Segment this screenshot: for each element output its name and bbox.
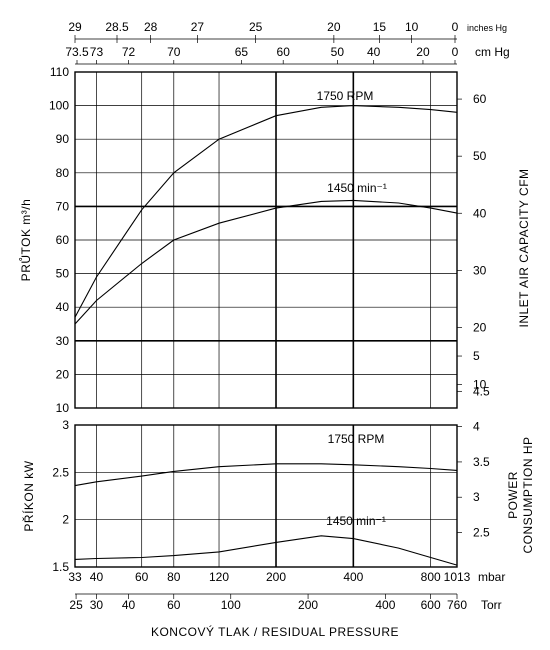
grid-lines [74, 35, 462, 599]
torr-tick-label: 200 [298, 598, 318, 612]
inches-hg-tick-label: 0 [452, 20, 459, 34]
flow-y-tick-label: 80 [56, 166, 70, 180]
power-curve-1450 [74, 535, 458, 566]
mbar-tick-label: 80 [167, 570, 181, 584]
cm-hg-tick-label: 72 [122, 45, 136, 59]
cm-hg-tick-label: 60 [277, 45, 291, 59]
hp-tick-label: 4 [473, 420, 480, 434]
cfm-tick-label: 60 [473, 92, 487, 106]
hp-y-axis-title-line1: POWER [506, 471, 520, 519]
hp-tick-label: 3.5 [473, 455, 490, 469]
cm-hg-tick-label: 20 [416, 45, 430, 59]
torr-tick-label: 60 [167, 598, 181, 612]
power-y-tick-label: 1.5 [52, 560, 69, 574]
inches-hg-tick-label: 28.5 [105, 20, 129, 34]
power-curve-label-1450: 1450 min⁻¹ [326, 514, 386, 528]
mbar-tick-label: 800 [421, 570, 441, 584]
power-plot-frame [74, 424, 458, 568]
flow-curve-1750 [74, 105, 458, 318]
torr-tick-label: 30 [90, 598, 104, 612]
axis-labels: 1020304050607080901001101020304050601.52… [49, 20, 510, 612]
cfm-tick-label: 20 [473, 320, 487, 334]
inches-hg-tick-label: 29 [68, 20, 82, 34]
flow-y-tick-label: 100 [49, 99, 69, 113]
cfm-tick-label: 10 [473, 378, 487, 392]
torr-tick-label: 600 [421, 598, 441, 612]
flow-y-tick-label: 30 [56, 334, 70, 348]
flow-y-tick-label: 90 [56, 132, 70, 146]
flow-plot-frame [74, 71, 458, 409]
torr-tick-label: 40 [122, 598, 136, 612]
flow-curve-1450 [74, 199, 458, 325]
cfm-tick-label: 50 [473, 149, 487, 163]
power-curve-label-1750: 1750 RPM [328, 432, 385, 446]
cm-hg-tick-label: 65 [235, 45, 249, 59]
cm-hg-tick-label: 70 [167, 45, 181, 59]
inches-hg-tick-label: 10 [405, 20, 419, 34]
cm-hg-tick-label: 50 [331, 45, 345, 59]
cfm-tick-label: 40 [473, 206, 487, 220]
mbar-tick-label: 60 [135, 570, 149, 584]
torr-unit: Torr [481, 598, 502, 612]
flow-y-tick-label: 20 [56, 367, 70, 381]
cfm-tick-label: 30 [473, 263, 487, 277]
hp-y-axis-title-line2: CONSUMPTION HP [521, 436, 535, 553]
flow-y-tick-label: 110 [50, 65, 69, 79]
hp-tick-label: 3 [473, 490, 480, 504]
cm-hg-tick-label: 73 [90, 45, 104, 59]
power-curve-1750 [74, 463, 458, 487]
inches-hg-tick-label: 15 [373, 20, 387, 34]
cfm-y-axis-title: INLET AIR CAPACITY CFM [517, 168, 531, 327]
inches-hg-tick-label: 27 [191, 20, 205, 34]
flow-y-tick-label: 50 [56, 267, 70, 281]
flow-y-tick-label: 40 [56, 300, 70, 314]
cm-hg-tick-label: 40 [367, 45, 381, 59]
torr-tick-label: 100 [221, 598, 241, 612]
mbar-tick-label: 200 [266, 570, 286, 584]
hp-tick-label: 4.5 [473, 384, 490, 398]
x-axis-title: KONCOVÝ TLAK / RESIDUAL PRESSURE [151, 624, 399, 639]
torr-tick-label: 25 [69, 598, 83, 612]
cm-hg-tick-label: 0 [452, 45, 459, 59]
mbar-tick-label: 120 [209, 570, 229, 584]
mbar-tick-label: 400 [343, 570, 363, 584]
torr-tick-label: 760 [447, 598, 467, 612]
cm-hg-unit: cm Hg [475, 45, 510, 59]
mbar-tick-label: 40 [90, 570, 104, 584]
power-y-tick-label: 2 [62, 513, 69, 527]
inches-hg-tick-label: 25 [249, 20, 263, 34]
power-y-tick-label: 3 [62, 418, 69, 432]
flow-y-tick-label: 70 [56, 199, 70, 213]
plot-frames [74, 71, 458, 568]
cm-hg-tick-label: 73.5 [65, 45, 89, 59]
mbar-unit: mbar [478, 570, 505, 584]
mbar-tick-label: 33 [68, 570, 82, 584]
hp-tick-label: 5 [473, 349, 480, 363]
inches-hg-unit: inches Hg [467, 23, 507, 33]
flow-y-tick-label: 10 [56, 401, 70, 415]
inches-hg-tick-label: 20 [327, 20, 341, 34]
flow-y-axis-title: PRŮTOK m³/h [18, 199, 33, 282]
flow-curve-label-1750: 1750 RPM [317, 89, 374, 103]
flow-y-tick-label: 60 [56, 233, 70, 247]
hp-tick-label: 2.5 [473, 526, 490, 540]
performance-curves [74, 105, 458, 566]
power-y-axis-title: PŘÍKON kW [21, 460, 36, 531]
power-y-tick-label: 2.5 [52, 465, 69, 479]
torr-tick-label: 400 [375, 598, 395, 612]
flow-curve-label-1450: 1450 min⁻¹ [327, 181, 387, 195]
inches-hg-tick-label: 28 [144, 20, 158, 34]
mbar-tick-label: 1013 [444, 570, 471, 584]
